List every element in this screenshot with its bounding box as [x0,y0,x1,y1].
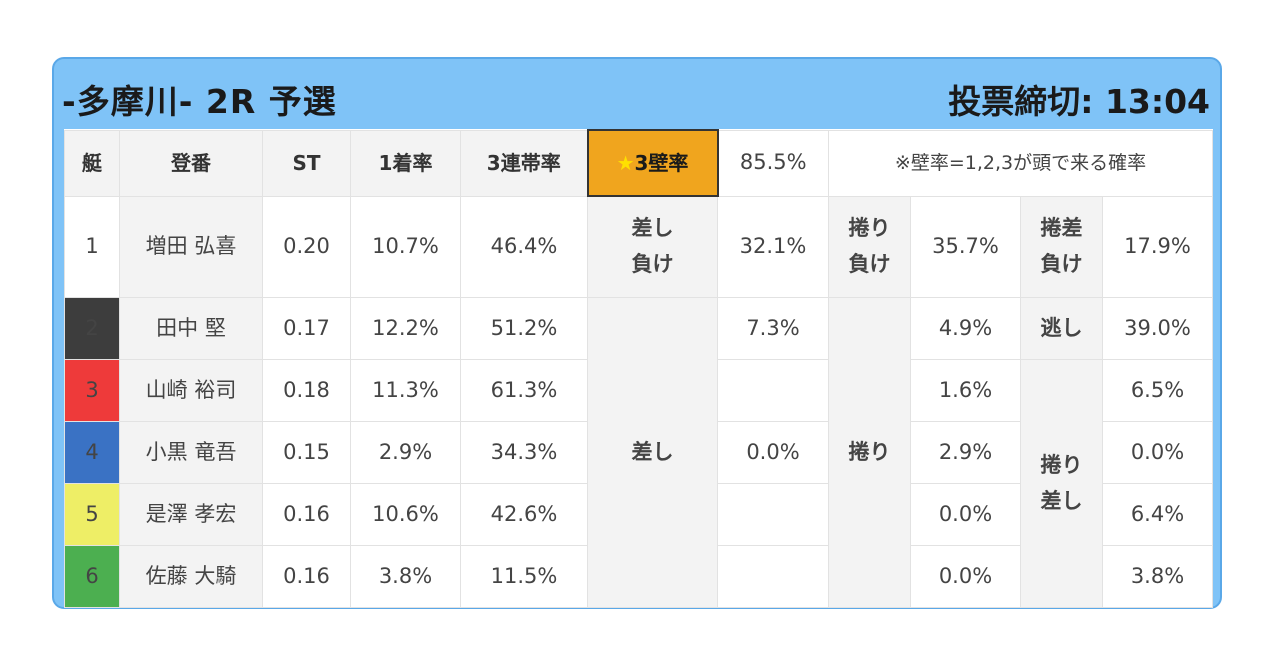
makuri-value: 2.9% [910,421,1021,484]
lane-number: 4 [64,421,120,484]
racer-name: 是澤 孝宏 [119,483,263,546]
top3-rate-value: 11.5% [460,545,588,608]
top3-rate-value: 61.3% [460,359,588,422]
makuri-sashi-label: 捲り 差し [1020,359,1103,608]
first-rate-value: 3.8% [350,545,461,608]
makurisashi-make-value: 17.9% [1102,195,1213,298]
first-rate-value: 10.6% [350,483,461,546]
makuri-label: 捲り [828,297,911,608]
race-stats-table: 艇 登番 ST 1着率 3連帯率 ★3壁率 85.5% ※壁率=1,2,3が頭で… [64,129,1213,608]
sashi-make-label: 差し 負け [587,195,718,298]
sashi-value [717,545,829,608]
makuri-make-value: 35.7% [910,195,1021,298]
header-lane: 艇 [64,129,120,197]
sashi-value [717,483,829,546]
lane-number: 6 [64,545,120,608]
makuri-value: 0.0% [910,545,1021,608]
top3-rate-value: 46.4% [460,195,588,298]
sashi-value: 0.0% [717,421,829,484]
race-header: -多摩川- 2R 予選 投票締切: 13:04 [54,59,1220,129]
st-value: 0.15 [262,421,351,484]
table-row: 5 是澤 孝宏 0.16 10.6% 42.6% 0.0% 6.4% [64,483,1213,546]
makuri-value: 4.9% [910,297,1021,360]
header-racer: 登番 [119,129,263,197]
st-value: 0.16 [262,483,351,546]
st-value: 0.16 [262,545,351,608]
makuri-value: 1.6% [910,359,1021,422]
table-header-row: 艇 登番 ST 1着率 3連帯率 ★3壁率 85.5% ※壁率=1,2,3が頭で… [64,129,1213,197]
makuri-value: 0.0% [910,483,1021,546]
sashi-make-value: 32.1% [717,195,829,298]
wall-rate-value: 85.5% [717,129,829,197]
top3-rate-value: 51.2% [460,297,588,360]
top3-rate-value: 34.3% [460,421,588,484]
makurisashi-make-label: 捲差 負け [1020,195,1103,298]
racer-name: 佐藤 大騎 [119,545,263,608]
lane-number: 5 [64,483,120,546]
top3-rate-value: 42.6% [460,483,588,546]
first-rate-value: 2.9% [350,421,461,484]
racer-name: 増田 弘喜 [119,195,263,298]
wall-rate-label: 3壁率 [634,151,689,175]
lane-number: 1 [64,195,120,298]
first-rate-value: 10.7% [350,195,461,298]
racer-name: 小黒 竜吾 [119,421,263,484]
header-wall-rate: ★3壁率 [586,129,719,197]
makuri-sashi-value: 3.8% [1102,545,1213,608]
header-top3-rate: 3連帯率 [460,129,588,197]
makuri-sashi-value: 0.0% [1102,421,1213,484]
table-row: 6 佐藤 大騎 0.16 3.8% 11.5% 0.0% 3.8% [64,545,1213,608]
voting-deadline: 投票締切: 13:04 [948,82,1210,121]
table-row: 3 山崎 裕司 0.18 11.3% 61.3% 1.6% 捲り 差し 6.5% [64,359,1213,608]
lane-number: 3 [64,359,120,422]
sashi-value [717,359,829,422]
first-rate-value: 12.2% [350,297,461,360]
st-value: 0.20 [262,195,351,298]
header-first-rate: 1着率 [350,129,461,197]
race-panel: -多摩川- 2R 予選 投票締切: 13:04 艇 登番 ST 1着率 3連帯率… [52,57,1222,609]
sashi-value: 7.3% [717,297,829,360]
table-row: 1 増田 弘喜 0.20 10.7% 46.4% 差し 負け 32.1% 捲り … [64,195,1213,298]
wall-rate-note: ※壁率=1,2,3が頭で来る確率 [828,129,1213,197]
racer-name: 田中 堅 [119,297,263,360]
makuri-make-label: 捲り 負け [828,195,911,298]
makuri-sashi-value: 6.4% [1102,483,1213,546]
header-st: ST [262,129,351,197]
st-value: 0.17 [262,297,351,360]
table-row: 2 田中 堅 0.17 12.2% 51.2% 差し 7.3% 捲り 4.9% … [64,297,1213,608]
nige-value: 39.0% [1102,297,1213,360]
nige-label: 逃し [1020,297,1103,360]
first-rate-value: 11.3% [350,359,461,422]
lane-number: 2 [64,297,120,360]
makuri-sashi-value: 6.5% [1102,359,1213,422]
race-title: -多摩川- 2R 予選 [62,82,337,121]
st-value: 0.18 [262,359,351,422]
star-icon: ★ [616,151,635,175]
racer-name: 山崎 裕司 [119,359,263,422]
sashi-label: 差し [587,297,718,608]
